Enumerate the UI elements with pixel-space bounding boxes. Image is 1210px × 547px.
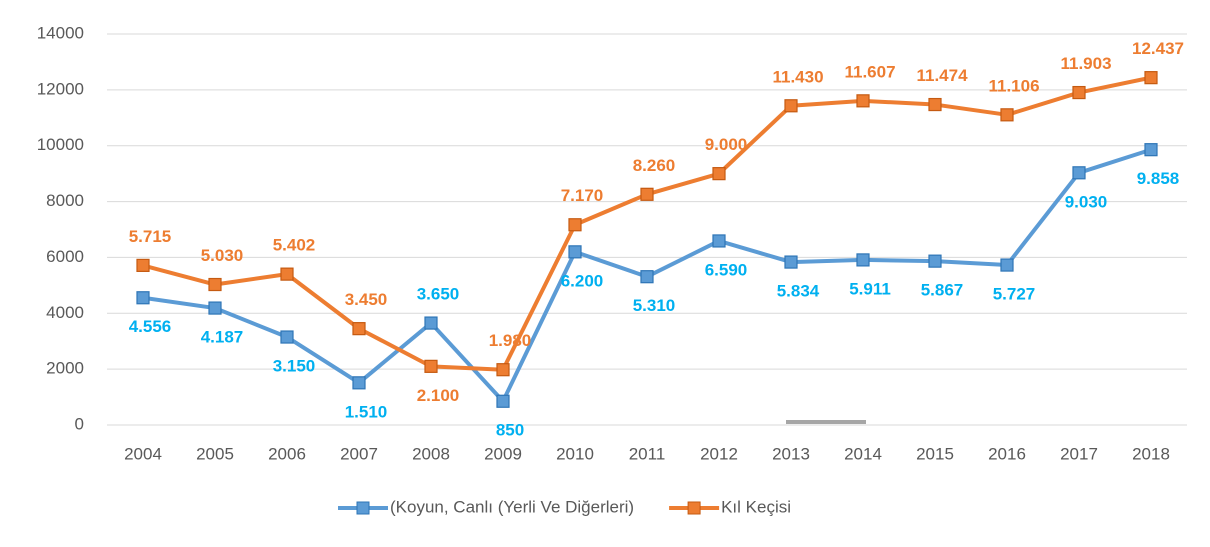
data-label: 7.170 — [561, 186, 604, 205]
x-tick-label: 2006 — [268, 444, 306, 463]
x-tick-label: 2017 — [1060, 444, 1098, 463]
data-label: 8.260 — [633, 156, 676, 175]
data-label: 3.150 — [273, 357, 316, 376]
data-label: 11.106 — [988, 76, 1039, 95]
legend-label: Kıl Keçisi — [721, 497, 791, 516]
marker — [1072, 166, 1086, 180]
x-tick-label: 2008 — [412, 444, 450, 463]
data-label: 11.607 — [844, 62, 895, 81]
data-label: 3.450 — [345, 290, 388, 309]
marker — [280, 330, 294, 344]
marker — [784, 99, 798, 113]
data-label: 5.727 — [993, 285, 1036, 304]
x-tick-label: 2009 — [484, 444, 522, 463]
marker — [208, 301, 222, 315]
x-tick-label: 2007 — [340, 444, 378, 463]
marker — [640, 187, 654, 201]
marker — [856, 253, 870, 267]
marker — [280, 267, 294, 281]
marker — [928, 97, 942, 112]
y-tick-label: 4000 — [46, 303, 84, 322]
data-label: 5.867 — [921, 281, 964, 300]
y-tick-label: 2000 — [46, 359, 84, 378]
data-label: 2.100 — [417, 386, 460, 405]
legend-marker — [356, 501, 370, 515]
x-tick-label: 2015 — [916, 444, 954, 463]
data-label: 6.200 — [561, 271, 604, 290]
data-label: 6.590 — [705, 260, 748, 279]
y-tick-label: 8000 — [46, 191, 84, 210]
marker — [568, 218, 582, 232]
legend-label: (Koyun, Canlı (Yerli Ve Diğerleri) — [390, 497, 634, 516]
data-label: 9.858 — [1137, 169, 1180, 188]
x-tick-label: 2004 — [124, 444, 162, 463]
marker — [1072, 85, 1086, 100]
marker — [640, 270, 654, 284]
marker — [496, 363, 510, 377]
x-tick-label: 2014 — [844, 444, 882, 463]
data-label: 1.980 — [489, 331, 532, 350]
marker — [1144, 71, 1158, 85]
data-label: 5.310 — [633, 296, 676, 315]
marker — [568, 245, 582, 259]
y-tick-label: 14000 — [37, 23, 84, 42]
data-label: 9.000 — [705, 135, 748, 154]
marker — [1144, 143, 1158, 157]
data-label: 5.030 — [201, 246, 244, 265]
y-tick-label: 10000 — [37, 135, 84, 154]
data-label: 9.030 — [1065, 192, 1108, 211]
data-label: 11.903 — [1060, 54, 1111, 73]
y-tick-label: 0 — [75, 414, 84, 433]
data-label: 11.474 — [916, 66, 968, 85]
data-label: 850 — [496, 421, 524, 440]
marker — [712, 167, 726, 181]
data-label: 5.715 — [129, 227, 172, 246]
data-label: 4.556 — [129, 317, 172, 336]
marker — [496, 394, 510, 408]
y-tick-label: 12000 — [37, 79, 84, 98]
y-tick-label: 6000 — [46, 247, 84, 266]
marker — [136, 291, 150, 305]
marker — [1000, 108, 1014, 122]
marker — [208, 277, 222, 292]
data-label: 4.187 — [201, 328, 244, 347]
marker — [1000, 258, 1014, 272]
marker — [712, 234, 726, 248]
x-tick-label: 2013 — [772, 444, 810, 463]
marker — [928, 254, 942, 268]
marker — [784, 255, 798, 269]
data-label: 1.510 — [345, 402, 388, 421]
x-tick-label: 2005 — [196, 444, 234, 463]
data-label: 5.402 — [273, 236, 316, 255]
data-label: 12.437 — [1132, 39, 1184, 58]
marker — [352, 322, 366, 336]
data-label: 5.834 — [777, 282, 820, 301]
marker — [856, 94, 870, 108]
series-line — [142, 75, 1152, 372]
data-label: 5.911 — [849, 279, 891, 298]
x-tick-label: 2018 — [1132, 444, 1170, 463]
data-label: 3.650 — [417, 285, 460, 304]
x-tick-label: 2010 — [556, 444, 594, 463]
marker — [424, 316, 438, 330]
marker — [136, 258, 150, 272]
marker — [352, 376, 366, 390]
marker — [424, 359, 438, 373]
scroll-indicator — [786, 420, 866, 424]
legend-marker — [687, 501, 701, 515]
x-tick-label: 2011 — [629, 444, 666, 463]
data-label: 11.430 — [772, 67, 823, 86]
x-tick-label: 2016 — [988, 444, 1026, 463]
x-tick-label: 2012 — [700, 444, 738, 463]
